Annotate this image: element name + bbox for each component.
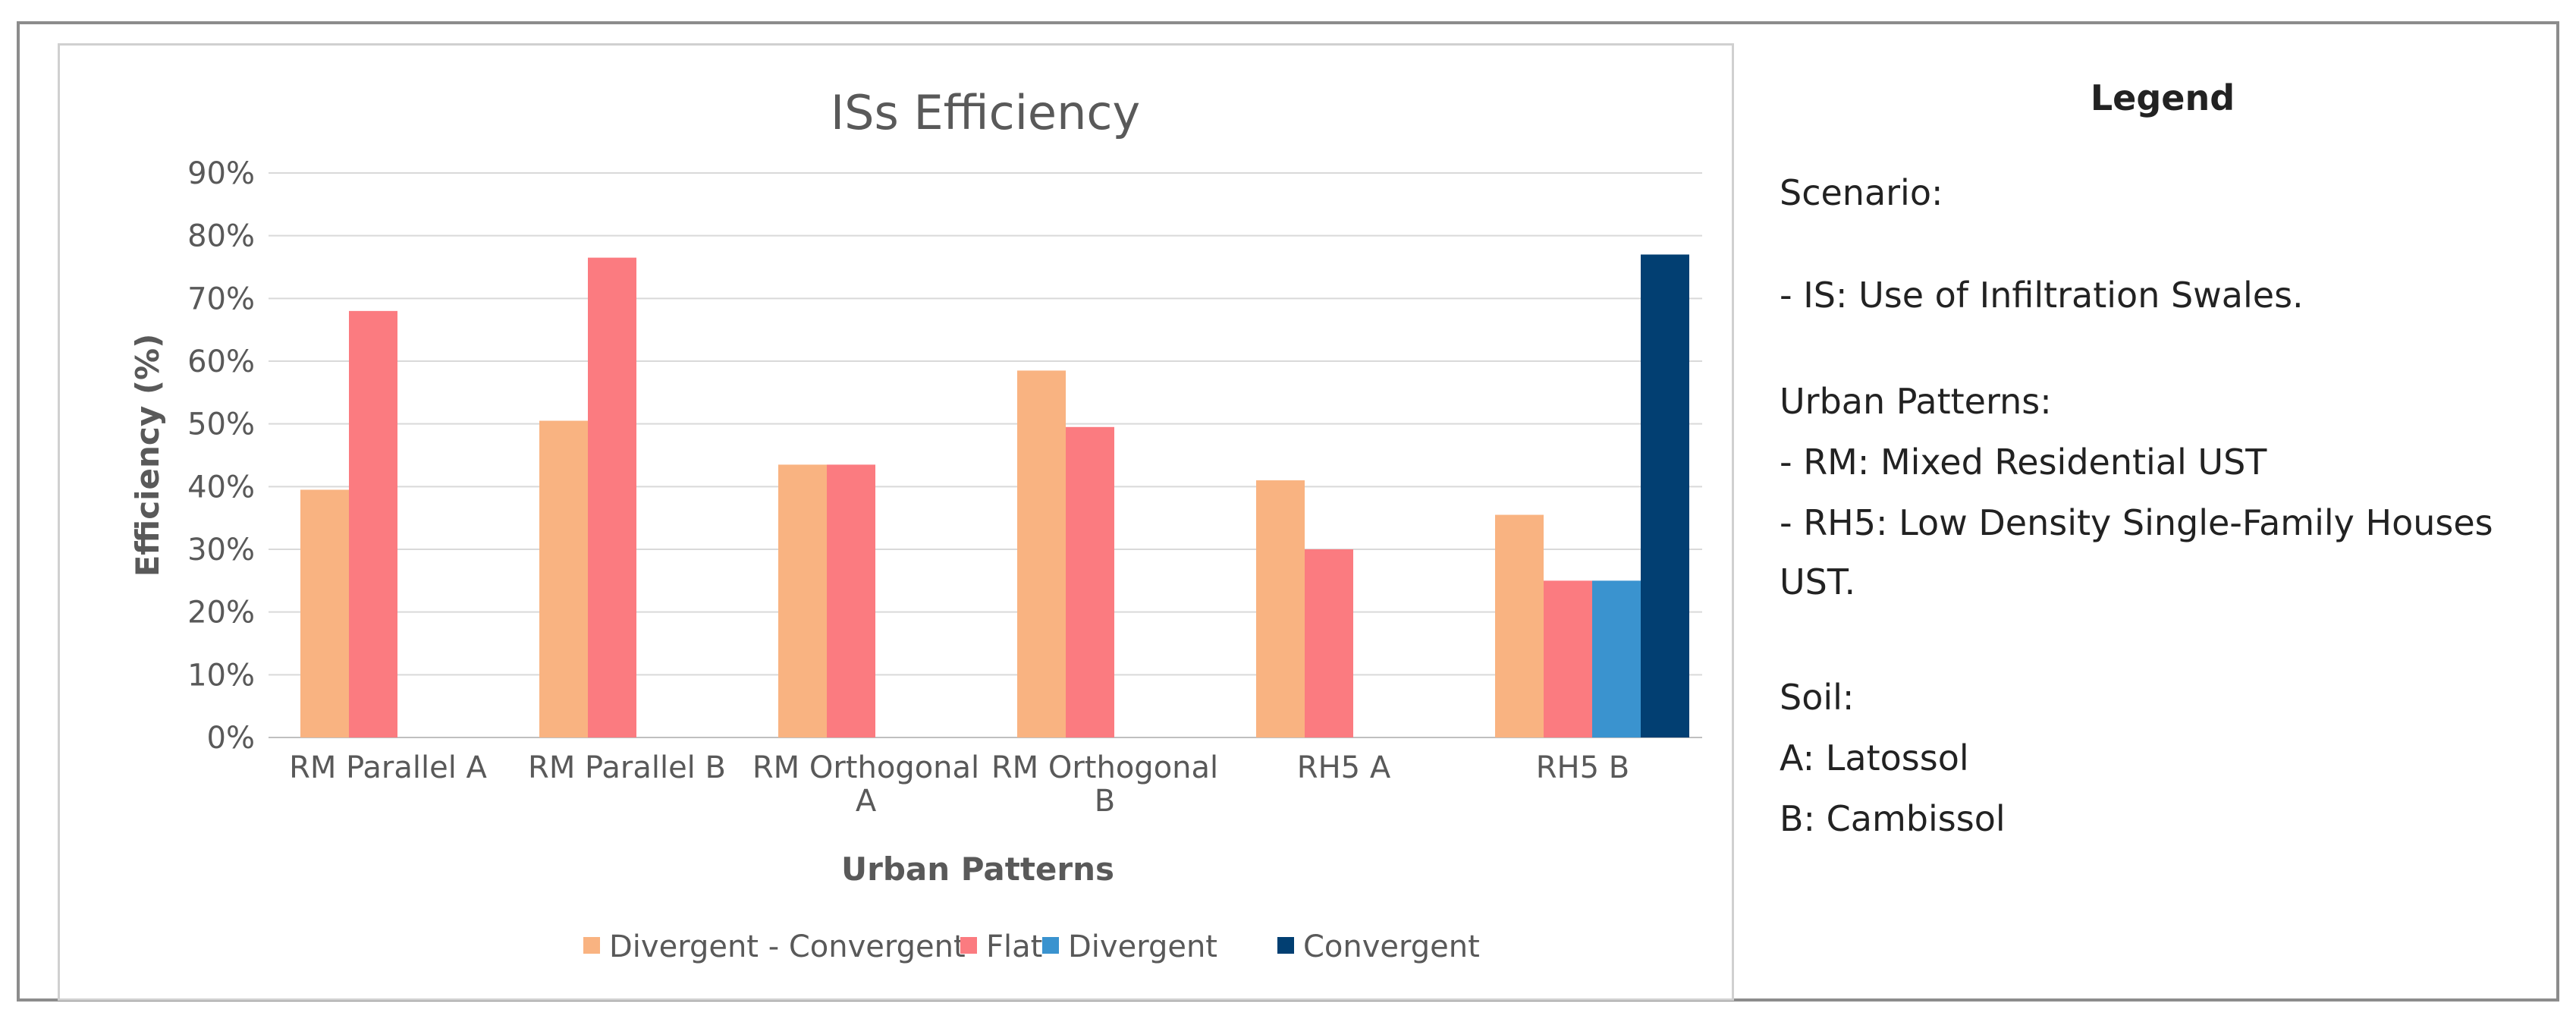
y-tick-label: 70% bbox=[187, 281, 255, 316]
bar-flat bbox=[349, 310, 397, 737]
bar-flat bbox=[1544, 580, 1592, 737]
legend-soil-heading: Soil: bbox=[1780, 677, 1855, 718]
legend-label: Flat bbox=[986, 929, 1042, 964]
bar-flat bbox=[1066, 426, 1114, 737]
legend-urban-patterns-heading: Urban Patterns: bbox=[1780, 381, 2052, 422]
x-tick-label: RM Orthogonal bbox=[752, 750, 979, 785]
x-tick-label: RM Orthogonal bbox=[991, 750, 1218, 785]
chart-title: ISs Efficiency bbox=[831, 85, 1140, 140]
legend-soil-a: A: Latossol bbox=[1780, 737, 1969, 778]
x-tick-label: RH5 B bbox=[1536, 750, 1629, 785]
legend-scenario-heading: Scenario: bbox=[1780, 172, 1943, 213]
bar-chart: ISs Efficiency 0% 10% 20% 30% 40% 50% 60% 70% 80%… bbox=[129, 85, 1702, 964]
bar-divergent-convergent bbox=[1256, 480, 1305, 737]
bar-divergent-convergent bbox=[300, 489, 349, 737]
y-tick-label: 0% bbox=[207, 721, 255, 756]
legend-label: Divergent bbox=[1068, 929, 1217, 964]
y-tick-label: 80% bbox=[187, 219, 255, 254]
legend-urban-pattern-rm: - RM: Mixed Residential UST bbox=[1780, 442, 2267, 483]
legend-label: Convergent bbox=[1303, 929, 1480, 964]
legend-scenario-is: - IS: Use of Infiltration Swales. bbox=[1780, 275, 2304, 316]
y-axis-label: Efficiency (%) bbox=[129, 334, 166, 577]
y-tick-label: 30% bbox=[187, 533, 255, 568]
y-tick-label: 50% bbox=[187, 407, 255, 442]
x-axis-label: Urban Patterns bbox=[841, 851, 1114, 888]
y-tick-label: 20% bbox=[187, 596, 255, 630]
bar-flat bbox=[1305, 549, 1353, 737]
y-tick-label: 10% bbox=[187, 658, 255, 693]
bar-divergent bbox=[1592, 580, 1641, 737]
x-tick-label: RM Parallel A bbox=[289, 750, 487, 785]
bar-flat bbox=[827, 464, 875, 737]
legend-panel: Legend Scenario: - IS: Use of Infiltrati… bbox=[1764, 47, 2561, 988]
legend-swatch bbox=[583, 937, 600, 954]
figure-frame: ISs Efficiency 0% 10% 20% 30% 40% 50% 60% 70% 80%… bbox=[17, 21, 2559, 1002]
x-tick-label: B bbox=[1095, 784, 1115, 819]
legend-swatch bbox=[960, 937, 977, 954]
x-tick-label: A bbox=[856, 784, 877, 819]
bar-divergent-convergent bbox=[539, 420, 588, 737]
legend-soil-b: B: Cambissol bbox=[1780, 798, 2006, 839]
bar-convergent bbox=[1641, 254, 1689, 737]
y-tick-label: 40% bbox=[187, 470, 255, 505]
legend-panel-title: Legend bbox=[2090, 77, 2235, 118]
bar-divergent-convergent bbox=[1495, 514, 1544, 737]
legend-urban-pattern-rh5: - RH5: Low Density Single-Family Houses bbox=[1780, 502, 2493, 543]
bar-divergent-convergent bbox=[778, 464, 827, 737]
x-tick-label: RM Parallel B bbox=[528, 750, 726, 785]
y-tick-label: 60% bbox=[187, 344, 255, 379]
legend-swatch bbox=[1277, 937, 1294, 954]
x-tick-label: RH5 A bbox=[1297, 750, 1391, 785]
legend-label: Divergent - Convergent bbox=[609, 929, 966, 964]
legend-urban-pattern-rh5-cont: UST. bbox=[1780, 561, 1856, 602]
y-tick-label: 90% bbox=[187, 156, 255, 191]
legend-swatch bbox=[1042, 937, 1059, 954]
bar-divergent-convergent bbox=[1017, 370, 1066, 737]
bar-flat bbox=[588, 257, 636, 738]
chart-area: ISs Efficiency 0% 10% 20% 30% 40% 50% 60% 70% 80%… bbox=[58, 43, 1734, 1001]
